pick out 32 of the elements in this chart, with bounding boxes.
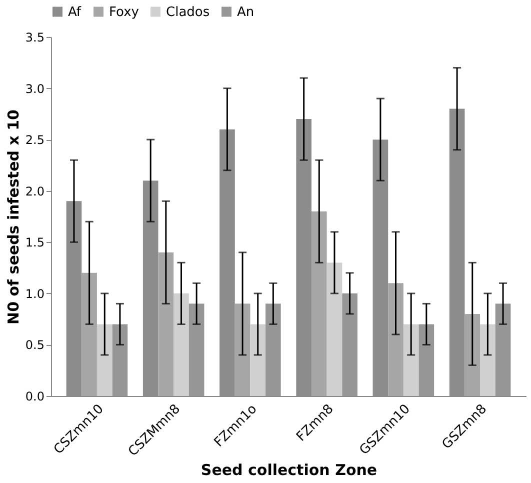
legend-label: Clados (166, 4, 210, 20)
bar (311, 211, 327, 396)
bar (174, 293, 189, 396)
y-tick-label: 3.5 (25, 30, 44, 44)
legend-label: An (237, 4, 254, 20)
y-axis-title: N0 of seeds infested x 10 (4, 110, 22, 324)
bar (96, 324, 112, 396)
bar (234, 304, 250, 396)
bar (112, 324, 128, 396)
y-tick-label: 2.0 (25, 184, 44, 198)
bar (480, 324, 496, 396)
x-axis-title: Seed collection Zone (200, 460, 378, 479)
bar (188, 304, 204, 396)
y-tick-label: 1.0 (25, 286, 44, 301)
bar (403, 324, 419, 396)
bar (495, 304, 511, 396)
bar (342, 293, 358, 396)
bar (250, 324, 266, 396)
bar (464, 314, 480, 396)
legend-label: Af (68, 4, 82, 20)
y-tick-label: 3.0 (25, 82, 44, 96)
y-tick-label: 0.5 (25, 338, 44, 352)
bar (266, 304, 281, 396)
bar (82, 272, 97, 396)
bar (158, 252, 174, 396)
bar (326, 262, 342, 396)
legend-label: Foxy (109, 4, 140, 20)
bar (388, 283, 404, 396)
y-tick-label: 2.5 (25, 133, 44, 148)
y-tick-label: 1.5 (25, 236, 44, 250)
bar (418, 324, 434, 396)
y-tick-label: 0.0 (25, 390, 44, 404)
